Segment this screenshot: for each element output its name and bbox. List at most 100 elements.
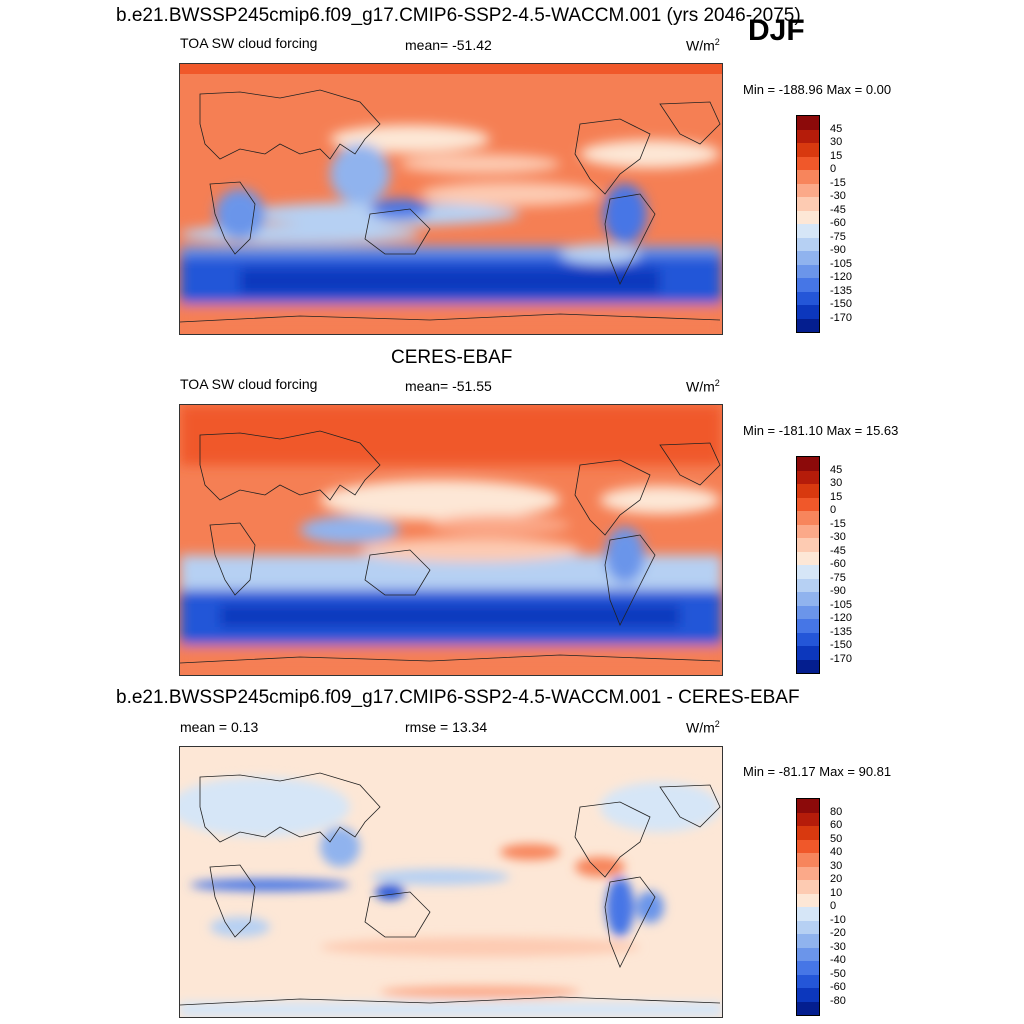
colorbar-swatch <box>797 484 819 498</box>
colorbar-tick-label: 50 <box>830 832 843 845</box>
colorbar-tick-label: -60 <box>830 558 846 570</box>
colorbar-swatch <box>797 853 819 867</box>
colorbar-tick-label: 60 <box>830 819 843 831</box>
colorbar-swatch <box>797 210 819 224</box>
colorbar-tick-label: 15 <box>830 490 843 503</box>
season-label: DJF <box>748 14 805 47</box>
colorbar-tick-label: -75 <box>830 571 846 584</box>
colorbar-swatch <box>797 893 819 907</box>
panel1-colorbar: 45 30 15 0 -15 -30 -45 -60 -75 -90 -105 -120 -135 -15… <box>796 115 852 333</box>
colorbar-swatch <box>797 551 819 565</box>
colorbar-tick-label: -105 <box>830 257 853 270</box>
colorbar-tick-label: 30 <box>830 477 843 489</box>
colorbar-swatch <box>797 799 819 813</box>
panel2-map <box>179 404 723 676</box>
colorbar-tick-label: -170 <box>830 311 853 324</box>
colorbar-swatch <box>797 565 819 579</box>
colorbar-swatch <box>797 619 819 633</box>
colorbar-tick-label: -135 <box>830 625 853 638</box>
panel1-map-canvas <box>180 64 722 334</box>
colorbar-tick-label: -120 <box>830 271 853 283</box>
panel3-units: W/m2 <box>686 719 720 736</box>
colorbar-tick-label: 10 <box>830 886 843 899</box>
colorbar-swatch <box>797 251 819 265</box>
panel1-units: W/m2 <box>686 37 720 54</box>
panel2-heading: CERES-EBAF <box>391 347 513 368</box>
colorbar-tick-label: 30 <box>830 136 843 148</box>
colorbar-swatch <box>797 116 819 130</box>
colorbar-swatch <box>797 305 819 319</box>
colorbar-tick-label: -75 <box>830 230 846 243</box>
colorbar-swatch <box>797 511 819 525</box>
colorbar-tick-label: 0 <box>830 163 837 175</box>
run-title: b.e21.BWSSP245cmip6.f09_g17.CMIP6-SSP2-4… <box>116 5 801 26</box>
colorbar-swatch <box>797 907 819 921</box>
panel3-minmax: Min = -81.17 Max = 90.81 <box>743 764 892 779</box>
panel1-mean: mean= -51.42 <box>405 37 492 53</box>
panel1-map <box>179 63 723 335</box>
colorbar-swatch <box>797 129 819 143</box>
colorbar-tick-label: -45 <box>830 203 846 216</box>
colorbar-tick-label: -50 <box>830 967 846 980</box>
colorbar-tick-label: -105 <box>830 598 853 611</box>
panel2-colorbar: 45 30 15 0 -15 -30 -45 -60 -75 -90 -105 -120 -135 -15… <box>796 456 852 674</box>
colorbar-tick-label: -120 <box>830 612 853 624</box>
colorbar-tick-label: 15 <box>830 149 843 162</box>
colorbar-swatch <box>797 947 819 961</box>
colorbar-swatch <box>797 578 819 592</box>
colorbar-swatch <box>797 224 819 238</box>
panel1-variable: TOA SW cloud forcing <box>180 35 318 51</box>
colorbar-tick-label: 0 <box>830 900 837 912</box>
colorbar-swatch <box>797 961 819 975</box>
colorbar-tick-label: -90 <box>830 585 846 597</box>
colorbar-swatch <box>797 143 819 157</box>
colorbar-swatch <box>797 866 819 880</box>
colorbar-swatch <box>797 812 819 826</box>
colorbar-tick-label: -45 <box>830 544 846 557</box>
colorbar-tick-label: -10 <box>830 913 846 926</box>
panel1-colorbar-swatches <box>796 115 820 333</box>
panel3-heading: b.e21.BWSSP245cmip6.f09_g17.CMIP6-SSP2-4… <box>116 687 800 708</box>
colorbar-tick-label: 80 <box>830 805 843 818</box>
colorbar-tick-label: -30 <box>830 190 846 202</box>
colorbar-swatch <box>797 497 819 511</box>
panel3-mean: mean = 0.13 <box>180 719 259 735</box>
colorbar-tick-label: 45 <box>830 463 843 476</box>
colorbar-tick-label: -30 <box>830 531 846 543</box>
colorbar-tick-label: -40 <box>830 954 846 966</box>
colorbar-swatch <box>797 934 819 948</box>
colorbar-swatch <box>797 156 819 170</box>
colorbar-tick-label: 45 <box>830 122 843 135</box>
panel3-map-canvas <box>180 747 722 1017</box>
colorbar-tick-label: -150 <box>830 298 853 310</box>
colorbar-swatch <box>797 318 819 332</box>
colorbar-swatch <box>797 592 819 606</box>
colorbar-swatch <box>797 170 819 184</box>
colorbar-swatch <box>797 839 819 853</box>
colorbar-swatch <box>797 538 819 552</box>
colorbar-tick-label: -150 <box>830 639 853 651</box>
colorbar-swatch <box>797 197 819 211</box>
panel1-minmax: Min = -188.96 Max = 0.00 <box>743 82 892 97</box>
colorbar-tick-label: -135 <box>830 284 853 297</box>
colorbar-tick-label: -15 <box>830 517 846 530</box>
colorbar-swatch <box>797 988 819 1002</box>
panel2-units: W/m2 <box>686 378 720 395</box>
colorbar-tick-label: 30 <box>830 859 843 872</box>
colorbar-tick-label: -30 <box>830 940 846 953</box>
colorbar-swatch <box>797 659 819 673</box>
colorbar-tick-label: 0 <box>830 504 837 516</box>
colorbar-swatch <box>797 291 819 305</box>
colorbar-tick-label: -60 <box>830 981 846 993</box>
colorbar-tick-label: -170 <box>830 652 853 665</box>
panel2-mean: mean= -51.55 <box>405 378 492 394</box>
colorbar-tick-label: 40 <box>830 846 843 858</box>
panel2-map-canvas <box>180 405 722 675</box>
colorbar-swatch <box>797 632 819 646</box>
panel2-colorbar-swatches <box>796 456 820 674</box>
colorbar-swatch <box>797 524 819 538</box>
colorbar-swatch <box>797 974 819 988</box>
panel3-map <box>179 746 723 1018</box>
colorbar-swatch <box>797 278 819 292</box>
colorbar-swatch <box>797 1001 819 1015</box>
